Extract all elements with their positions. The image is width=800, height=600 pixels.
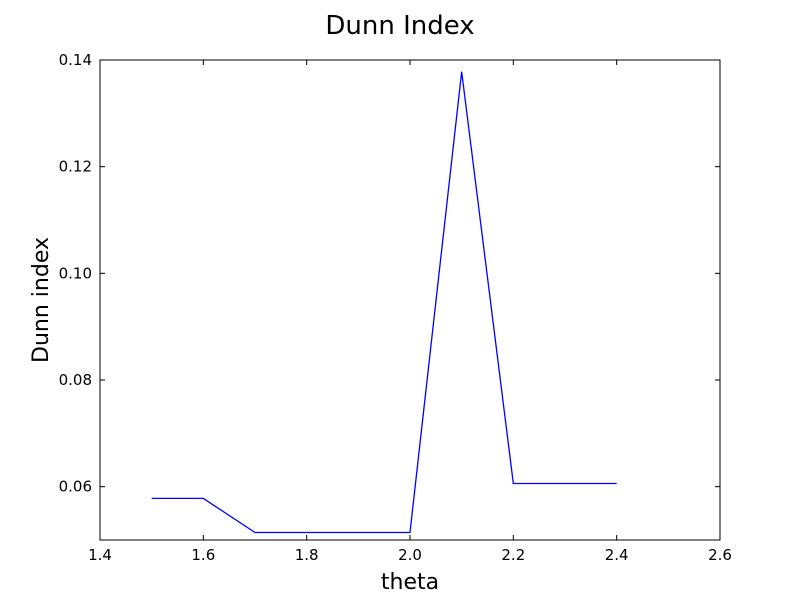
- plot-frame: [99, 59, 721, 541]
- ticks-layer: 1.4 1.6 1.8 2.0 2.2 2.4 2.6 0.06 0.08 0.10 0.12 0.1…: [59, 51, 732, 564]
- y-tick-label: 0.12: [59, 158, 92, 176]
- plot-background: [100, 60, 720, 540]
- y-tick-label: 0.08: [59, 371, 92, 389]
- x-tick-label: 2.6: [708, 546, 732, 564]
- x-tick-label: 1.4: [88, 546, 112, 564]
- y-tick-label: 0.10: [59, 264, 92, 282]
- x-tick-label: 2.0: [398, 546, 422, 564]
- x-tick-label: 1.8: [295, 546, 319, 564]
- y-axis-label: Dunn index: [29, 237, 54, 363]
- x-tick-label: 1.6: [191, 546, 215, 564]
- plot-area: [100, 60, 720, 540]
- y-tick-label: 0.14: [59, 51, 92, 69]
- x-axis-label: theta: [381, 570, 439, 595]
- y-tick-label: 0.06: [59, 478, 92, 496]
- x-tick-label: 2.4: [605, 546, 629, 564]
- series-layer: [151, 71, 617, 534]
- chart-title: Dunn Index: [325, 11, 474, 41]
- series-line-0: [151, 71, 617, 534]
- x-tick-label: 2.2: [501, 546, 525, 564]
- plot-border: [99, 59, 721, 541]
